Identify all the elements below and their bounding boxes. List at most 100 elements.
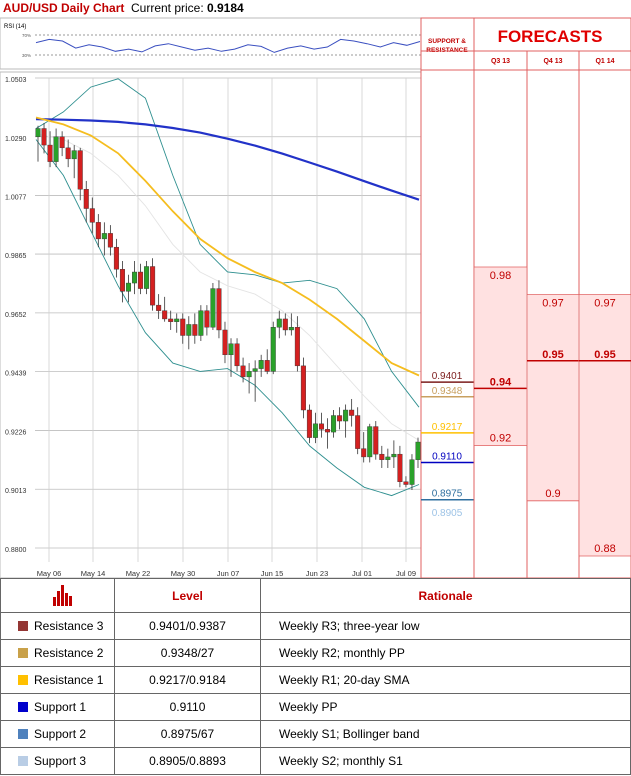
row-label-cell: Support 1	[0, 693, 115, 721]
bollinger-bands	[35, 78, 420, 497]
row-rationale: Weekly PP	[260, 693, 631, 721]
candle-body	[391, 453, 397, 458]
candle-body	[95, 222, 101, 240]
candle	[415, 437, 421, 468]
candle-body	[325, 429, 331, 433]
sma-200-line	[35, 118, 420, 201]
candle	[35, 125, 41, 162]
rsi-line	[35, 38, 421, 53]
forecast-low-label: 0.9	[545, 488, 560, 500]
candle	[379, 445, 385, 468]
row-level: 0.9217/0.9184	[114, 666, 261, 694]
candle	[59, 131, 65, 157]
candle	[331, 410, 337, 438]
forecast-mid-label: 0.95	[594, 349, 615, 361]
row-color-swatch	[18, 648, 28, 658]
forecast-high-label: 0.98	[490, 270, 511, 282]
forecast-column-label: Q3 13	[491, 58, 510, 65]
table-row: Support 3 0.8905/0.8893 Weekly S2; monthly…	[0, 747, 631, 775]
y-tick-label: 0.8800	[5, 547, 27, 554]
x-tick-label: May 30	[171, 569, 196, 578]
candle-body	[144, 266, 150, 289]
y-axis-ticks: 1.0503 1.0290 1.0077 0.9865 0.9652 0.9439 0.92…	[5, 77, 27, 554]
candle-body	[89, 208, 95, 223]
candle	[288, 313, 294, 336]
candle	[409, 454, 415, 491]
candle-body	[150, 266, 156, 306]
candle	[53, 128, 59, 168]
row-label: Resistance 1	[34, 673, 104, 687]
sr-level-label: 0.8975	[432, 489, 463, 500]
x-tick-label: May 14	[81, 569, 106, 578]
candle-body	[367, 426, 373, 458]
row-label: Support 2	[34, 727, 87, 741]
candle	[349, 398, 355, 427]
candle-body	[294, 327, 300, 367]
candle	[101, 222, 107, 256]
candle	[83, 180, 89, 223]
candle-body	[186, 324, 192, 336]
sma-50-line	[35, 116, 420, 377]
candle-body	[47, 144, 53, 162]
forecast-high-label: 0.97	[542, 298, 563, 310]
candle-body	[234, 343, 240, 367]
candle	[113, 238, 119, 278]
candle-body	[228, 343, 234, 356]
candle	[337, 407, 343, 430]
table-row: Resistance 3 0.9401/0.9387 Weekly R3; thre…	[0, 612, 631, 640]
candle	[162, 296, 168, 322]
candle-body	[282, 318, 288, 331]
candle	[318, 412, 324, 438]
candle	[246, 363, 252, 394]
y-tick-label: 0.9226	[5, 429, 27, 436]
candle-body	[125, 282, 131, 292]
candle-body	[77, 150, 83, 190]
header-rationale: Rationale	[260, 578, 631, 613]
candle	[300, 357, 306, 419]
candle	[186, 316, 192, 350]
candle-body	[312, 423, 318, 438]
sr-level-label: 0.9217	[432, 422, 463, 433]
bollinger-upper-line	[35, 78, 420, 408]
candle-body	[276, 318, 282, 328]
candle-body	[107, 233, 113, 248]
row-label-cell: Resistance 1	[0, 666, 115, 694]
candle-body	[331, 415, 337, 433]
candle	[403, 476, 409, 488]
candle-body	[288, 327, 294, 331]
table-row: Resistance 2 0.9348/27 Weekly R2; monthly …	[0, 639, 631, 667]
candle-body	[361, 448, 367, 458]
candle-body	[415, 441, 421, 460]
candle-body	[192, 324, 198, 336]
candle-body	[35, 128, 41, 137]
candle	[373, 421, 379, 460]
candle	[258, 354, 264, 377]
candle-body	[373, 426, 379, 455]
candle-body	[270, 327, 276, 372]
candle-body	[41, 128, 47, 146]
row-label-cell: Resistance 2	[0, 639, 115, 667]
x-tick-label: May 06	[37, 569, 62, 578]
sr-level-label: 0.9348	[432, 386, 463, 397]
x-tick-label: May 22	[126, 569, 151, 578]
candle-body	[379, 453, 385, 460]
candle-body	[156, 304, 162, 311]
rsi-tick-30: 30%	[22, 53, 31, 58]
candle-body	[132, 271, 138, 284]
sr-levels: 0.9401 0.9348 0.9217 0.9110 0.8975 0.8905	[421, 371, 474, 519]
candle	[397, 445, 403, 488]
forecast-range	[580, 294, 630, 556]
row-level: 0.9348/27	[114, 639, 261, 667]
candle-body	[83, 189, 89, 209]
table-body: Resistance 3 0.9401/0.9387 Weekly R3; thre…	[0, 612, 631, 775]
row-rationale: Weekly R3; three-year low	[260, 612, 631, 640]
candle-body	[409, 459, 415, 485]
candle	[138, 263, 144, 295]
candle-body	[349, 409, 355, 416]
candle	[276, 310, 282, 339]
forecast-range	[475, 267, 526, 446]
sr-level-label: 0.8905	[432, 508, 463, 519]
candle	[367, 423, 373, 463]
rsi-panel	[0, 17, 422, 70]
candle	[119, 260, 125, 303]
